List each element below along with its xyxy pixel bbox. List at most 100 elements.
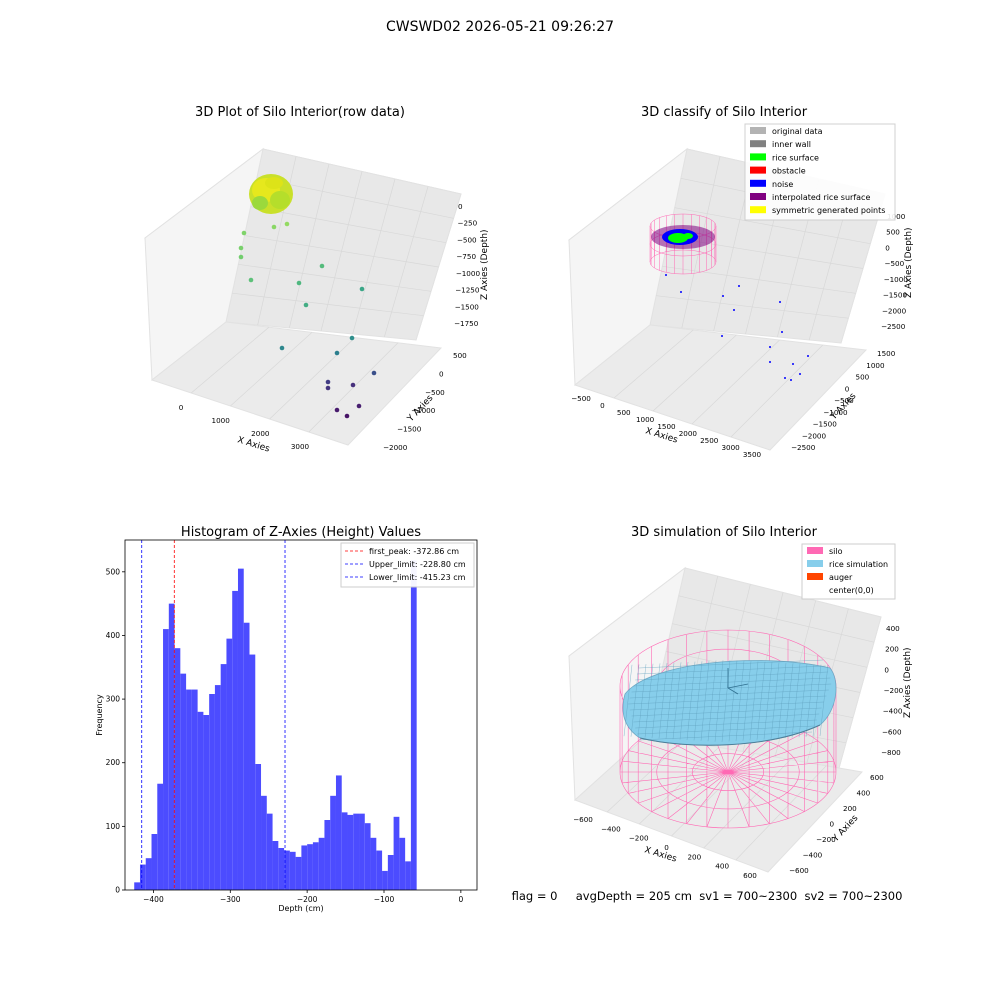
histogram-bar	[237, 568, 244, 890]
histogram-bar	[364, 823, 371, 890]
raw-3d-z-tick: −250	[457, 219, 477, 228]
simulation-3d-z-tick: 200	[885, 645, 899, 654]
simulation-3d-zlabel: Z Axies (Depth)	[903, 647, 913, 718]
raw-3d-axes-box	[143, 147, 462, 446]
raw-3d-y-tick: −1000	[411, 406, 436, 415]
classify-3d-z-tick: 500	[886, 228, 900, 237]
panel-histogram: Histogram of Z-Axies (Height) Values −40…	[95, 525, 478, 913]
classify-3d-z-tick: −2500	[881, 322, 906, 331]
raw-data-point	[334, 407, 340, 413]
histogram-x-tick-label: −100	[374, 895, 395, 904]
histogram-bar	[330, 795, 336, 890]
raw-3d-z-tick: 0	[458, 202, 463, 211]
histogram-frame	[124, 539, 478, 891]
histogram-bar	[295, 856, 302, 890]
histogram-xlabel: Depth (cm)	[278, 904, 323, 913]
classify-3d-y-tick: −500	[834, 396, 854, 405]
simulation-3d-y-tick: 0	[830, 820, 835, 829]
raw-data-point	[303, 302, 309, 308]
simulation-3d-x-tick: 400	[715, 862, 729, 871]
panel-classify-3d: 3D classify of Silo Interior −500 0 500 100…	[567, 105, 914, 459]
histogram-reference-lines	[141, 540, 286, 890]
classify-3d-y-tick: −2500	[791, 443, 816, 452]
raw-3d-z-tick: −750	[456, 252, 476, 261]
simulation-3d-z-tick: −800	[881, 748, 901, 757]
classify-3d-x-tick: 0	[600, 401, 605, 410]
simulation-3d-z-tick: 400	[886, 624, 900, 633]
classify-3d-y-tick: 1000	[866, 361, 885, 370]
raw-3d-x-tick: 1000	[212, 416, 231, 425]
noise-point-series	[665, 274, 809, 381]
raw-data-point	[334, 350, 340, 356]
histogram-bar	[301, 845, 308, 890]
classify-3d-zlabel: Z Axies (Depth)	[904, 227, 914, 298]
raw-3d-y-tick: 500	[453, 351, 467, 360]
noise-point	[784, 377, 786, 379]
histogram-bar	[249, 654, 256, 890]
histogram-bar	[324, 820, 331, 890]
histogram-bar	[266, 813, 273, 890]
raw-data-point	[248, 277, 254, 283]
simulation-3d-x-tick: 600	[743, 871, 757, 880]
raw-data-point	[238, 254, 244, 260]
histogram-bar	[145, 858, 152, 890]
classify-3d-x-tick: 500	[617, 408, 631, 417]
legend-label: first_peak: -372.86 cm	[369, 547, 459, 556]
raw-3d-x-tick: 2000	[251, 429, 270, 438]
histogram-title: Histogram of Z-Axies (Height) Values	[181, 525, 421, 540]
simulation-3d-tick-labels: −600−400−20002004006006004002000−200−400…	[573, 624, 904, 880]
noise-point	[807, 355, 809, 357]
raw-3d-y-tick: −1500	[397, 425, 422, 434]
simulation-3d-x-tick: 200	[687, 852, 701, 861]
histogram-bar	[243, 622, 250, 890]
histogram-bar	[197, 711, 204, 890]
noise-point	[680, 291, 682, 293]
histogram-bars	[134, 560, 417, 890]
histogram-y-tick-label: 0	[115, 886, 120, 895]
classify-3d-x-tick: 2000	[679, 429, 698, 438]
noise-point	[721, 335, 723, 337]
raw-data-point	[238, 245, 244, 251]
legend-label: silo	[829, 547, 843, 556]
classify-3d-x-tick: 2500	[700, 436, 719, 445]
classify-3d-z-tick: 1000	[887, 212, 906, 221]
legend-swatch	[750, 166, 766, 174]
raw-data-point	[296, 280, 302, 286]
simulation-3d-z-tick: 0	[884, 665, 889, 674]
histogram-y-tick-label: 300	[106, 695, 121, 704]
legend-label: rice simulation	[829, 560, 888, 569]
histogram-bar	[214, 685, 221, 890]
classify-3d-z-tick: −1000	[884, 275, 909, 284]
histogram-bar	[209, 694, 215, 890]
histogram-y-tick-label: 500	[106, 567, 121, 576]
legend-label: center(0,0)	[829, 586, 874, 595]
legend-label: Lower_limit: -415.23 cm	[369, 573, 466, 582]
legend-label: noise	[772, 180, 793, 189]
simulation-3d-y-tick: −400	[803, 851, 823, 860]
rice-surface-cloud	[249, 174, 293, 214]
histogram-bar	[180, 673, 187, 890]
histogram-bar	[312, 842, 319, 890]
histogram-bar	[370, 837, 377, 890]
raw-data-point	[241, 230, 247, 236]
raw-3d-z-tick: −1000	[456, 269, 481, 278]
legend-label: inner wall	[772, 140, 811, 149]
figure-suptitle: CWSWD02 2026-05-21 09:26:27	[386, 19, 614, 35]
legend-swatch	[750, 206, 766, 214]
classify-3d-z-tick: −2000	[882, 306, 907, 315]
raw-3d-x-tick: 3000	[291, 442, 310, 451]
histogram-bar	[255, 764, 262, 890]
noise-point	[722, 295, 724, 297]
histogram-bar	[335, 775, 342, 890]
classify-3d-x-tick: −500	[571, 394, 591, 403]
classify-legend: original data inner wall rice surface obsta…	[744, 123, 896, 221]
histogram-bar	[387, 855, 394, 890]
raw-point-series	[238, 221, 377, 419]
simulation-3d-x-tick: −600	[573, 815, 593, 824]
legend-label: Upper_limit: -228.80 cm	[369, 560, 466, 569]
simulation-legend: silo rice simulation auger center(0,0)	[801, 543, 896, 600]
classify-3d-y-tick: −1500	[813, 420, 838, 429]
histogram-bar	[163, 629, 169, 890]
legend-swatch	[750, 193, 766, 200]
simulation-3d-y-tick: 600	[870, 773, 884, 782]
